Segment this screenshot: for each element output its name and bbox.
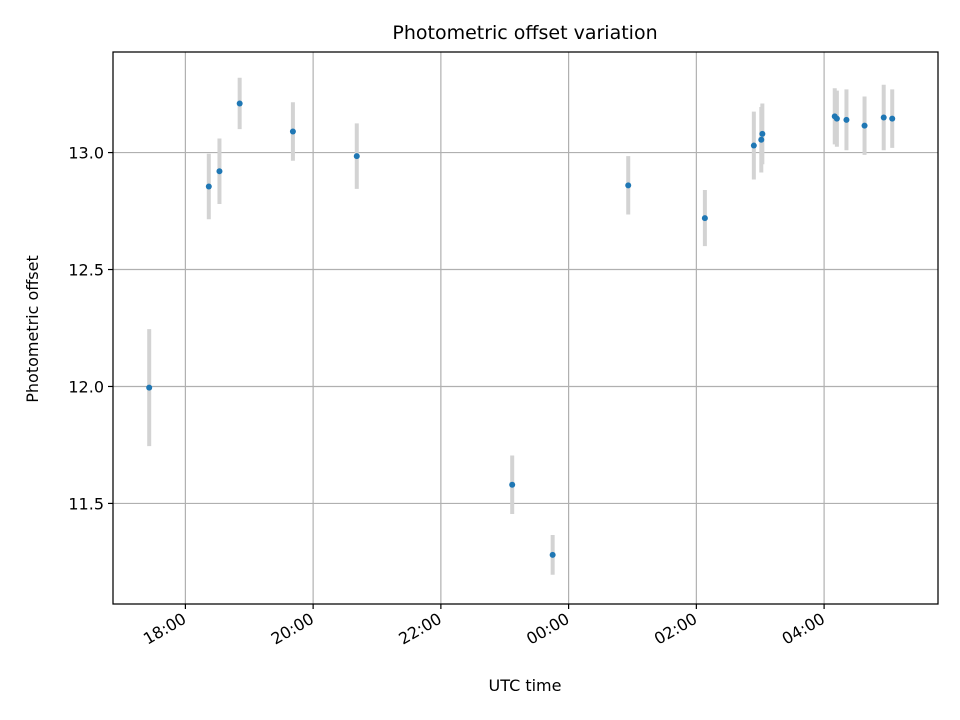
data-point <box>880 114 887 121</box>
data-point <box>625 182 632 189</box>
data-point <box>861 122 868 129</box>
y-axis-ticks: 11.5 12.0 12.5 13.0 <box>68 144 113 513</box>
data-point <box>758 136 765 143</box>
data-point <box>353 153 360 160</box>
data-point <box>289 128 296 135</box>
x-axis-label: UTC time <box>489 676 562 695</box>
data-point <box>146 384 153 391</box>
data-points <box>146 100 896 558</box>
y-tick-label: 11.5 <box>68 494 104 513</box>
y-tick-label: 12.0 <box>68 377 104 396</box>
data-point <box>889 115 896 122</box>
data-point <box>216 168 223 175</box>
data-point <box>750 142 757 149</box>
data-point <box>236 100 243 107</box>
data-point <box>843 116 850 123</box>
data-point <box>509 481 516 488</box>
y-axis-label: Photometric offset <box>23 255 42 403</box>
chart-title: Photometric offset variation <box>392 22 657 44</box>
data-point <box>833 115 840 122</box>
plot-frame <box>112 51 939 605</box>
y-tick-label: 12.5 <box>68 261 104 280</box>
data-point <box>549 551 556 558</box>
y-tick-label: 13.0 <box>68 144 104 163</box>
data-point <box>205 183 212 190</box>
data-point <box>759 130 766 137</box>
data-point <box>701 215 708 222</box>
grid-lines <box>113 52 938 604</box>
